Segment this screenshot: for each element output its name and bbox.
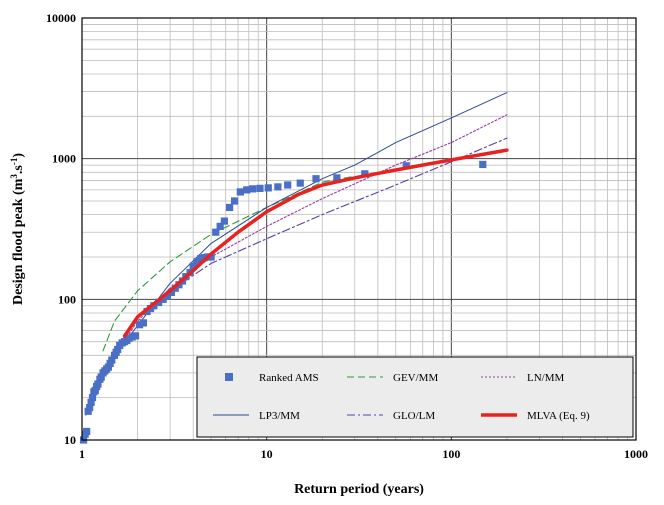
x-tick-label: 10 bbox=[261, 447, 273, 461]
legend-label-lp3: LP3/MM bbox=[259, 410, 300, 422]
data-point bbox=[220, 217, 228, 225]
y-tick-label: 10000 bbox=[46, 11, 76, 25]
series-line-gev bbox=[102, 175, 356, 352]
data-point bbox=[131, 332, 140, 340]
data-point bbox=[159, 295, 167, 303]
data-point bbox=[264, 184, 272, 192]
data-point bbox=[249, 185, 257, 193]
data-point bbox=[91, 386, 99, 395]
series-line-mlva bbox=[122, 148, 509, 338]
legend-label-ln: LN/MM bbox=[527, 372, 565, 384]
data-point bbox=[216, 222, 224, 230]
data-point bbox=[226, 203, 234, 212]
y-axis-title-sup1: 3 bbox=[9, 174, 19, 179]
legend-label-ams: Ranked AMS bbox=[259, 372, 319, 384]
data-point bbox=[361, 170, 369, 178]
y-tick-label: 10 bbox=[64, 433, 76, 447]
y-axis-title-sup2: -1 bbox=[9, 157, 19, 165]
legend-label-gev: GEV/MM bbox=[393, 372, 438, 384]
data-point bbox=[114, 345, 122, 354]
legend-label-glo: GLO/LM bbox=[393, 410, 435, 422]
y-axis-title-main: Design flood peak (m bbox=[11, 178, 26, 305]
data-point bbox=[274, 183, 282, 191]
data-point bbox=[139, 319, 147, 327]
series-layer bbox=[79, 92, 509, 444]
data-point bbox=[230, 197, 239, 205]
data-point bbox=[284, 181, 292, 189]
data-point bbox=[207, 253, 215, 261]
legend-label-mlva: MLVA (Eq. 9) bbox=[527, 410, 590, 422]
data-point bbox=[236, 188, 244, 196]
data-point bbox=[189, 262, 197, 270]
y-axis-title-end: ) bbox=[11, 153, 26, 158]
y-axis-title: Design flood peak (m3.s-1) bbox=[9, 153, 26, 305]
legend: Ranked AMS GEV/MM LN/MM LP3/MM GLO/LM MLVA (E… bbox=[196, 356, 634, 438]
data-point bbox=[212, 228, 220, 236]
legend-box bbox=[196, 356, 634, 438]
data-point bbox=[402, 162, 410, 170]
y-tick-label: 1000 bbox=[52, 152, 76, 166]
data-point bbox=[135, 321, 144, 329]
data-point bbox=[333, 174, 341, 182]
data-point bbox=[86, 403, 94, 412]
data-point bbox=[87, 398, 95, 407]
data-point bbox=[243, 186, 251, 194]
data-point bbox=[479, 160, 487, 169]
legend-marker-ams bbox=[225, 373, 233, 381]
data-point bbox=[296, 179, 304, 187]
data-point bbox=[83, 427, 91, 436]
x-tick-label: 1000 bbox=[624, 447, 648, 461]
data-point bbox=[312, 175, 320, 183]
plot-area-frame bbox=[81, 17, 637, 441]
data-point bbox=[155, 298, 163, 307]
data-point bbox=[97, 373, 105, 381]
data-point bbox=[108, 356, 116, 364]
data-point bbox=[256, 184, 264, 192]
data-point bbox=[193, 258, 201, 266]
data-point bbox=[94, 380, 102, 388]
data-point bbox=[167, 288, 176, 297]
y-tick-label: 100 bbox=[58, 292, 76, 306]
y-axis-title-mid: .s bbox=[11, 165, 26, 175]
x-axis-title: Return period (years) bbox=[294, 482, 424, 497]
data-point bbox=[84, 407, 92, 415]
data-point bbox=[163, 292, 171, 300]
series-line-glo bbox=[124, 137, 508, 337]
series-line-ln bbox=[108, 114, 508, 365]
x-tick-label: 100 bbox=[442, 447, 460, 461]
data-point bbox=[88, 394, 97, 402]
x-tick-label: 1 bbox=[79, 447, 85, 461]
